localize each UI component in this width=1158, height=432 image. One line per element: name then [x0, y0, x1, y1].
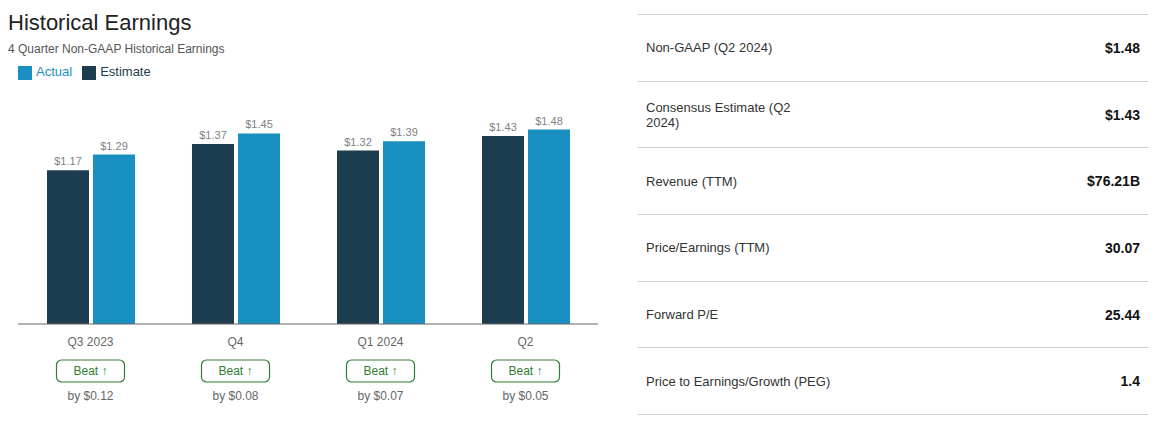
svg-text:$1.37: $1.37 [199, 129, 227, 141]
svg-text:Q4: Q4 [227, 335, 243, 349]
svg-text:Beat ↑: Beat ↑ [218, 364, 252, 378]
html-text:Price to Earnings/Growth (PEG): Price to Earnings/Growth (PEG) [646, 373, 831, 389]
html-text:Price/Earnings (TTM): Price/Earnings (TTM) [646, 240, 770, 256]
svg-text:$1.29: $1.29 [100, 140, 128, 152]
svg-text:$1.43: $1.43 [489, 121, 517, 133]
html-text:Estimate: Estimate [100, 64, 151, 79]
html-text:Non-GAAP (Q2 2024): Non-GAAP (Q2 2024) [646, 40, 773, 56]
html-text:Forward P/E: Forward P/E [646, 307, 719, 322]
html-text:Actual: Actual [36, 64, 73, 79]
svg-text:by $0.05: by $0.05 [502, 389, 548, 403]
svg-text:by $0.12: by $0.12 [67, 389, 113, 403]
html-text:25.44: 25.44 [1105, 306, 1140, 323]
html-text:1.4: 1.4 [1120, 373, 1140, 390]
html-text:4 Quarter Non-GAAP Historical: 4 Quarter Non-GAAP Historical Earnings [8, 42, 225, 56]
svg-text:by $0.08: by $0.08 [212, 389, 258, 403]
html-text:Consensus Estimate (Q2 2024): Consensus Estimate (Q2 2024) [646, 99, 791, 130]
svg-text:Beat ↑: Beat ↑ [363, 364, 397, 378]
svg-text:Beat ↑: Beat ↑ [508, 364, 542, 378]
svg-text:$1.17: $1.17 [54, 155, 82, 167]
html-text:$1.48: $1.48 [1105, 39, 1140, 56]
svg-text:Q3 2023: Q3 2023 [67, 335, 113, 349]
svg-text:Q1 2024: Q1 2024 [357, 335, 403, 349]
html-text:$1.43: $1.43 [1105, 106, 1140, 123]
svg-text:$1.45: $1.45 [245, 118, 273, 130]
html-text:Historical Earnings: Historical Earnings [8, 10, 192, 35]
svg-text:$1.39: $1.39 [390, 126, 418, 138]
svg-text:$1.32: $1.32 [344, 136, 372, 148]
svg-text:$1.48: $1.48 [535, 115, 563, 127]
svg-text:Beat ↑: Beat ↑ [73, 364, 107, 378]
svg-text:by $0.07: by $0.07 [357, 389, 403, 403]
html-text:30.07: 30.07 [1105, 239, 1140, 256]
html-text:Revenue (TTM): Revenue (TTM) [646, 173, 737, 189]
svg-text:Q2: Q2 [517, 335, 533, 349]
html-text:$76.21B: $76.21B [1087, 173, 1140, 190]
